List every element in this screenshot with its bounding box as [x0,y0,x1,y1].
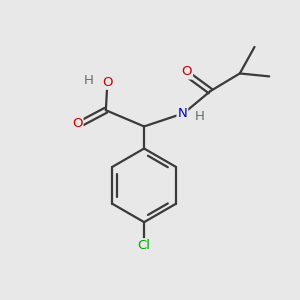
Text: H: H [84,74,94,87]
Text: H: H [195,110,205,123]
Text: O: O [72,117,83,130]
Text: O: O [102,76,112,89]
Text: O: O [182,65,192,79]
Text: N: N [178,107,187,120]
Text: Cl: Cl [138,239,151,252]
